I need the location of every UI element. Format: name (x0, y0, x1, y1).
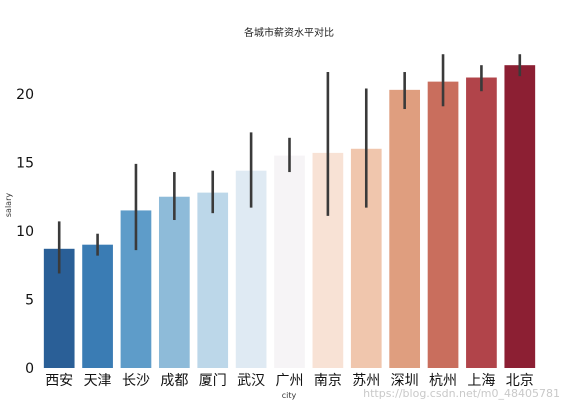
x-tick-label: 天津 (84, 373, 112, 389)
y-tick-label: 10 (16, 224, 34, 240)
bar (274, 155, 305, 368)
bar (389, 89, 421, 369)
x-tick-label: 西安 (45, 373, 73, 389)
x-tick-label: 厦门 (199, 373, 227, 389)
bar (504, 65, 536, 368)
watermark: https://blog.csdn.net/m0_48405781 (363, 387, 560, 400)
x-tick-label: 苏州 (352, 373, 380, 389)
bar (158, 196, 190, 368)
y-tick-label: 15 (16, 155, 34, 171)
bar (427, 81, 459, 368)
bar (197, 192, 229, 368)
x-tick-label: 成都 (160, 373, 188, 389)
y-axis-ticks: 0 5 10 15 20 (16, 87, 34, 377)
x-axis-ticks: 西安 天津 长沙 成都 厦门 武汉 广州 南京 苏州 深圳 杭州 上海 北京 (45, 373, 534, 389)
x-tick-label: 深圳 (391, 373, 419, 389)
bars (43, 65, 536, 369)
x-tick-label: 北京 (506, 373, 534, 389)
x-tick-label: 长沙 (122, 373, 150, 389)
y-axis-label: salary (4, 193, 13, 217)
x-tick-label: 广州 (276, 373, 304, 389)
y-tick-label: 20 (16, 87, 34, 103)
y-tick-label: 0 (25, 361, 34, 377)
error-bars (57, 54, 522, 274)
x-tick-label: 杭州 (429, 373, 457, 389)
x-axis-label: city (282, 391, 297, 400)
x-tick-label: 上海 (467, 373, 495, 389)
y-tick-label: 5 (25, 292, 34, 308)
bar (466, 77, 497, 368)
x-tick-label: 武汉 (237, 373, 265, 389)
chart-title: 各城市薪资水平对比 (244, 26, 334, 39)
bar (82, 244, 113, 368)
x-tick-label: 南京 (314, 373, 342, 389)
